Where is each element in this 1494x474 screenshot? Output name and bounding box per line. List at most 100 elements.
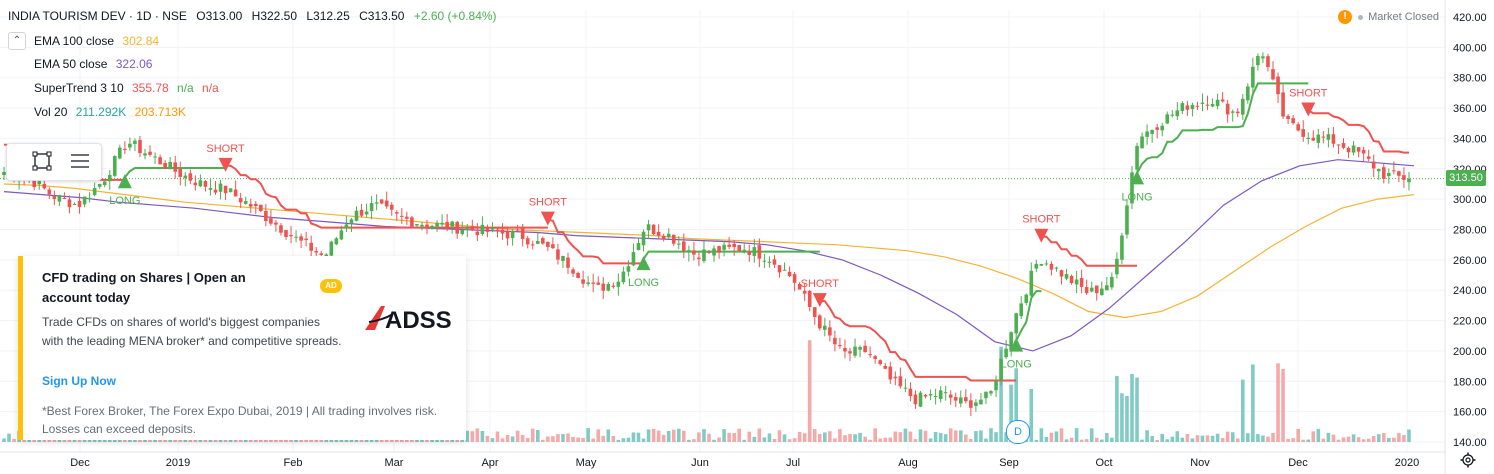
candle-body xyxy=(772,259,777,265)
volume-bar xyxy=(747,431,752,442)
volume-bar xyxy=(7,433,11,442)
volume-bar xyxy=(651,428,656,442)
candle-body xyxy=(903,387,908,389)
candle-body xyxy=(828,327,832,336)
sign-up-link[interactable]: Sign Up Now xyxy=(42,374,116,388)
ad-title[interactable]: CFD trading on Shares | Open an account … xyxy=(42,270,246,305)
candle-body xyxy=(153,156,157,158)
warning-icon[interactable]: ! xyxy=(1338,10,1353,24)
price-tick-label: 380.00 xyxy=(1453,73,1487,85)
candle-body xyxy=(812,307,817,317)
status-dot-icon xyxy=(1358,14,1364,20)
volume-bar xyxy=(656,430,661,442)
current-price-tag: 313.50 xyxy=(1446,170,1486,186)
indicator-ema50[interactable]: EMA 50 close 322.06 xyxy=(34,57,157,71)
volume-bar xyxy=(878,438,883,442)
candle-body xyxy=(863,345,867,353)
candle-body xyxy=(102,181,107,186)
volume-bar xyxy=(238,438,243,442)
candle-body xyxy=(148,151,152,155)
candle-body xyxy=(1034,263,1039,269)
volume-bar xyxy=(1271,432,1275,442)
candle-body xyxy=(1351,145,1356,153)
candle-body xyxy=(1059,270,1064,277)
lines-menu-icon[interactable] xyxy=(69,150,91,172)
candle-body xyxy=(359,209,364,216)
volume-bar xyxy=(1220,438,1225,442)
volume-bar xyxy=(722,429,726,442)
candle-body xyxy=(626,266,631,272)
volume-bar xyxy=(853,434,857,442)
volume-bar xyxy=(943,434,948,442)
indicator-volume[interactable]: Vol 20 211.292K 203.713K xyxy=(34,105,191,119)
candle-body xyxy=(1069,275,1074,284)
candle-body xyxy=(1115,258,1119,275)
candle-body xyxy=(470,226,475,231)
candle-body xyxy=(535,241,540,244)
drawing-toolbar xyxy=(6,143,102,181)
indicator-ema100[interactable]: EMA 100 close 302.84 xyxy=(34,34,164,48)
collapse-indicators-button[interactable]: ⌃ xyxy=(8,32,26,50)
volume-bar xyxy=(828,431,832,442)
candle-body xyxy=(289,234,293,237)
volume-bar xyxy=(1235,438,1240,442)
volume-bar xyxy=(742,439,747,442)
symbol-title[interactable]: INDIA TOURISM DEV · 1D · NSE xyxy=(8,9,187,23)
volume-bar xyxy=(1200,435,1205,442)
volume-bar xyxy=(1009,384,1013,442)
candle-body xyxy=(1029,270,1034,296)
candle-body xyxy=(248,203,253,207)
volume-bar xyxy=(107,438,112,442)
candle-body xyxy=(1165,114,1170,124)
candle-body xyxy=(974,402,978,406)
short-signal-label: SHORT xyxy=(206,143,245,155)
settings-gear-icon[interactable] xyxy=(1460,452,1476,468)
volume-bar xyxy=(676,428,681,442)
time-tick-label: Jul xyxy=(786,457,800,469)
rectangle-select-icon[interactable] xyxy=(31,150,53,172)
long-signal-arrow xyxy=(1130,170,1145,185)
volume-bar xyxy=(1039,428,1044,442)
dividend-marker[interactable]: D xyxy=(1006,420,1030,444)
volume-bar xyxy=(586,428,590,442)
indicator-supertrend[interactable]: SuperTrend 3 10 355.78 n/a n/a xyxy=(34,81,224,95)
candle-body xyxy=(541,238,545,244)
volume-bar xyxy=(812,429,817,442)
volume-bar xyxy=(989,428,993,442)
volume-bar xyxy=(979,430,983,442)
volume-bar xyxy=(319,438,324,442)
volume-bar xyxy=(913,439,918,442)
candle-body xyxy=(918,392,923,407)
ad-panel[interactable]: CFD trading on Shares | Open an account … xyxy=(18,256,466,440)
volume-bar xyxy=(833,438,837,442)
volume-bar xyxy=(1135,377,1139,442)
volume-bar xyxy=(762,437,767,442)
volume-bar xyxy=(1145,430,1149,442)
long-signal-label: LONG xyxy=(1001,359,1032,371)
candle-body xyxy=(762,260,767,262)
candle-body xyxy=(112,156,117,176)
volume-bar xyxy=(767,433,772,442)
volume-bar xyxy=(495,431,500,442)
signals: LONG SHORT SHORT LONG SHORT LONG SHORT LONG SHOR… xyxy=(109,88,1327,371)
candle-body xyxy=(440,222,444,225)
candle-body xyxy=(42,183,47,189)
volume-bar xyxy=(666,430,671,442)
time-tick-label: 2020 xyxy=(1395,457,1419,469)
candle-body xyxy=(143,153,147,156)
ohlc-close: C313.50 xyxy=(359,9,405,23)
volume-bar xyxy=(561,434,565,442)
volume-bar xyxy=(1407,429,1411,442)
volume-bar xyxy=(873,428,877,442)
candle-body xyxy=(707,252,711,254)
vol-value2: 203.713K xyxy=(134,105,186,119)
price-tick-label: 240.00 xyxy=(1453,285,1487,297)
candle-body xyxy=(354,210,359,221)
candle-body xyxy=(722,244,726,250)
candle-body xyxy=(953,397,958,401)
supertrend-value: 355.78 xyxy=(131,81,169,95)
candle-body xyxy=(465,227,470,230)
candle-body xyxy=(1346,147,1351,153)
ema100-value: 302.84 xyxy=(122,34,160,48)
candle-body xyxy=(405,216,409,219)
